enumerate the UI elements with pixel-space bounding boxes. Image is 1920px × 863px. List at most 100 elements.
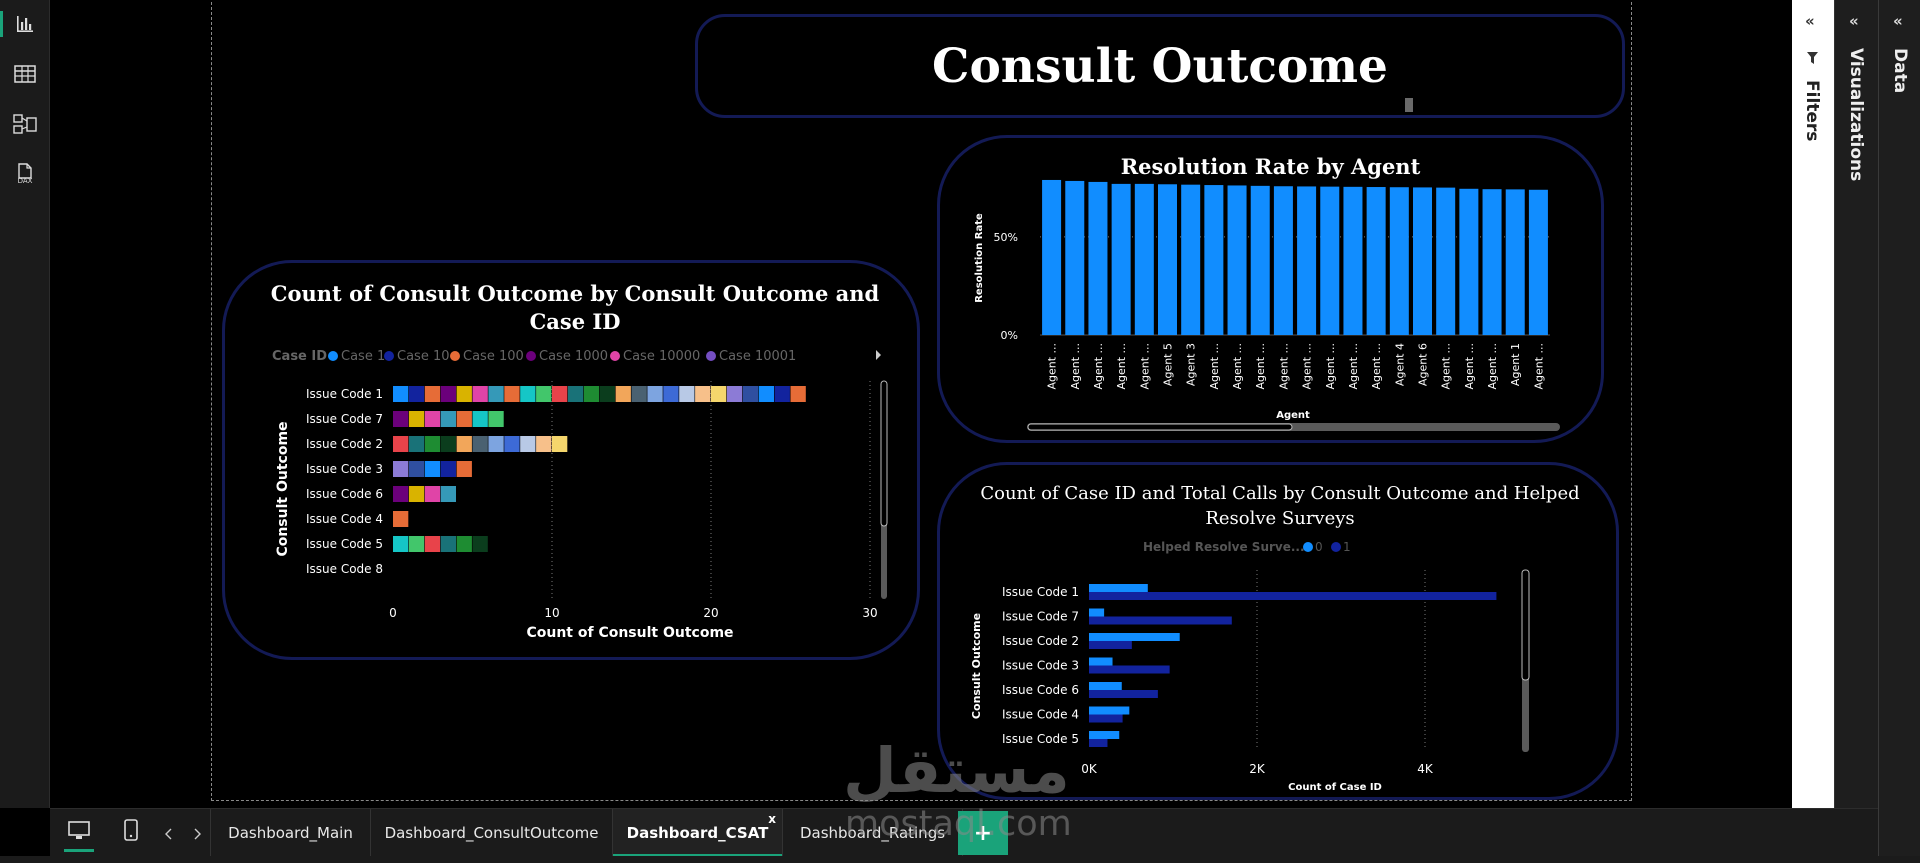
resolution-rate-chart[interactable]: 0% 50% Resolution Rate Agent ... Agent ... Ag…	[940, 138, 1601, 438]
agent-bar[interactable]	[1065, 180, 1085, 335]
series-bar[interactable]	[1089, 665, 1170, 674]
stacked-bar-segment[interactable]	[488, 436, 504, 452]
agent-bar[interactable]	[1273, 186, 1293, 335]
legend-marker[interactable]	[1331, 542, 1341, 552]
legend-label[interactable]: Case 1000	[539, 349, 608, 364]
stacked-bar-segment[interactable]	[408, 461, 425, 477]
series-bar[interactable]	[1089, 608, 1105, 617]
stacked-bar-segment[interactable]	[552, 436, 568, 452]
stacked-bar-segment[interactable]	[440, 461, 456, 477]
scrollbar-thumb[interactable]	[1027, 423, 1293, 431]
stacked-bar-segment[interactable]	[456, 461, 472, 477]
agent-bar[interactable]	[1343, 186, 1363, 335]
collapse-filters-icon[interactable]: «	[1805, 12, 1815, 30]
agent-bar[interactable]	[1297, 186, 1317, 335]
agent-bar[interactable]	[1134, 183, 1154, 335]
stacked-bar-segment[interactable]	[456, 436, 472, 452]
agent-bar[interactable]	[1366, 187, 1386, 335]
agent-bar[interactable]	[1157, 184, 1178, 335]
stacked-bar-segment[interactable]	[408, 436, 425, 452]
close-tab-icon[interactable]: x	[768, 812, 776, 826]
stacked-bar-segment[interactable]	[393, 536, 409, 552]
series-bar[interactable]	[1089, 657, 1113, 666]
legend-label[interactable]: 1	[1343, 540, 1351, 554]
stacked-bar-segment[interactable]	[424, 411, 441, 427]
stacked-bar-segment[interactable]	[472, 436, 488, 452]
title-textbox[interactable]: Consult Outcome	[695, 14, 1625, 118]
visualizations-label[interactable]: Visualizations	[1846, 48, 1866, 182]
series-bar[interactable]	[1089, 592, 1497, 600]
filters-label[interactable]: Filters	[1802, 80, 1822, 142]
agent-bar[interactable]	[1204, 185, 1224, 335]
mobile-layout-button[interactable]	[124, 819, 144, 845]
agent-bar[interactable]	[1181, 184, 1201, 335]
agent-bar[interactable]	[1412, 187, 1433, 335]
stacked-bar-segment[interactable]	[472, 536, 488, 552]
stacked-bar-segment[interactable]	[758, 386, 774, 402]
stacked-bar-segment[interactable]	[424, 436, 441, 452]
legend-marker[interactable]	[610, 351, 620, 361]
stacked-bar-segment[interactable]	[440, 436, 456, 452]
stacked-bar-segment[interactable]	[774, 386, 790, 402]
series-bar[interactable]	[1089, 739, 1108, 747]
stacked-bar-segment[interactable]	[520, 386, 536, 402]
legend-label[interactable]: 0	[1315, 540, 1323, 554]
series-bar[interactable]	[1089, 584, 1148, 592]
stacked-bar-segment[interactable]	[488, 386, 504, 402]
agent-bar[interactable]	[1042, 179, 1062, 335]
legend-marker[interactable]	[328, 351, 338, 361]
series-bar[interactable]	[1089, 616, 1232, 625]
agent-bar[interactable]	[1250, 185, 1270, 335]
stacked-bar-segment[interactable]	[424, 486, 441, 502]
stacked-bar-segment[interactable]	[679, 386, 695, 402]
stacked-bar-segment[interactable]	[695, 386, 711, 402]
stacked-bar-segment[interactable]	[424, 386, 441, 402]
data-label[interactable]: Data	[1890, 48, 1910, 94]
agent-bar[interactable]	[1436, 187, 1456, 335]
stacked-bar-segment[interactable]	[552, 386, 568, 402]
stacked-bar-segment[interactable]	[456, 536, 472, 552]
legend-label[interactable]: Case 10001	[719, 349, 796, 364]
legend-label[interactable]: Case 10000	[623, 349, 700, 364]
stacked-bar-segment[interactable]	[472, 386, 488, 402]
scrollbar-thumb[interactable]	[1521, 569, 1530, 681]
series-bar[interactable]	[1089, 731, 1120, 739]
legend-label[interactable]: Case 1	[341, 349, 385, 364]
data-pane[interactable]: « Data	[1878, 0, 1920, 863]
legend-marker[interactable]	[1303, 542, 1313, 552]
stacked-bar-segment[interactable]	[408, 411, 425, 427]
consult-outcome-card[interactable]: Count of Consult Outcome by Consult Outc…	[222, 260, 920, 660]
tab-dashboard-csat[interactable]: Dashboard_CSAT x	[613, 809, 783, 857]
consult-outcome-chart[interactable]: Case ID Case 1 Case 10 Case 100 Case 1000 Cas…	[225, 263, 917, 655]
stacked-bar-segment[interactable]	[599, 386, 615, 402]
agent-bar[interactable]	[1088, 181, 1108, 335]
legend-label[interactable]: Case 10	[397, 349, 450, 364]
series-bar[interactable]	[1089, 641, 1132, 649]
stacked-bar-segment[interactable]	[456, 386, 472, 402]
stacked-bar-segment[interactable]	[472, 411, 488, 427]
stacked-bar-segment[interactable]	[567, 386, 584, 402]
resolution-rate-card[interactable]: Resolution Rate by Agent 0% 50% Resolution…	[937, 135, 1604, 443]
stacked-bar-segment[interactable]	[663, 386, 679, 402]
stacked-bar-segment[interactable]	[790, 386, 806, 402]
stacked-bar-segment[interactable]	[408, 486, 425, 502]
stacked-bar-segment[interactable]	[440, 536, 456, 552]
legend-marker[interactable]	[384, 351, 394, 361]
stacked-bar-segment[interactable]	[424, 536, 441, 552]
stacked-bar-segment[interactable]	[488, 411, 504, 427]
stacked-bar-segment[interactable]	[726, 386, 743, 402]
stacked-bar-segment[interactable]	[393, 511, 409, 527]
visualizations-pane[interactable]: « Visualizations	[1834, 0, 1878, 808]
stacked-bar-segment[interactable]	[504, 386, 520, 402]
stacked-bar-segment[interactable]	[631, 386, 647, 402]
stacked-bar-segment[interactable]	[504, 436, 520, 452]
stacked-bar-segment[interactable]	[440, 486, 456, 502]
stacked-bar-segment[interactable]	[408, 536, 425, 552]
agent-bar[interactable]	[1459, 188, 1479, 335]
dax-query-icon[interactable]: DAX	[8, 157, 42, 191]
table-view-icon[interactable]	[8, 57, 42, 91]
model-view-icon[interactable]	[8, 107, 42, 141]
stacked-bar-segment[interactable]	[393, 436, 409, 452]
scroll-tabs-left-icon[interactable]	[165, 825, 173, 844]
stacked-bar-segment[interactable]	[711, 386, 727, 402]
